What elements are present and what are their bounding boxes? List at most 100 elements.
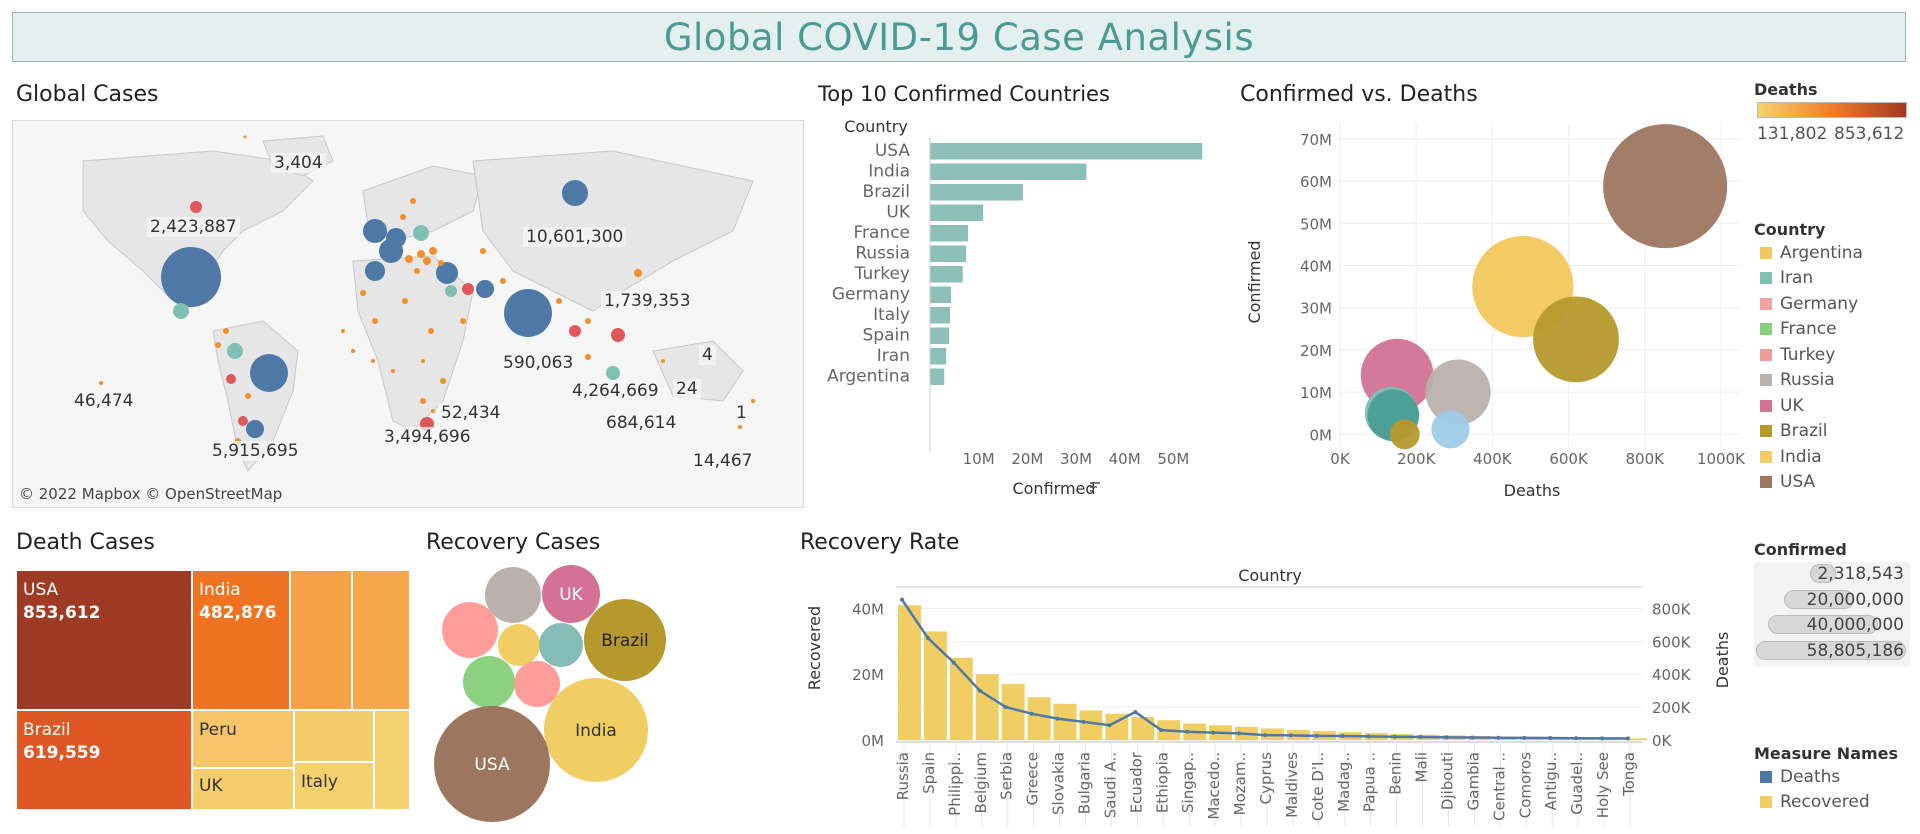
deaths-point[interactable] bbox=[1211, 730, 1216, 735]
deaths-point[interactable] bbox=[1133, 710, 1138, 715]
deaths-point[interactable] bbox=[1029, 711, 1034, 716]
recovered-bar[interactable] bbox=[1001, 684, 1025, 740]
treemap-tile-peru[interactable]: Peru bbox=[192, 710, 294, 768]
scatter-point[interactable] bbox=[1431, 410, 1470, 449]
top10-bar[interactable] bbox=[930, 348, 947, 365]
category-label: Central .. bbox=[1490, 752, 1508, 821]
deaths-point[interactable] bbox=[1418, 735, 1423, 740]
deaths-point[interactable] bbox=[1366, 734, 1371, 739]
deaths-point[interactable] bbox=[1548, 736, 1553, 741]
top10-bar[interactable] bbox=[930, 307, 951, 324]
top10-bars: USAIndiaBrazilUKFranceRussiaTurkeyGerman… bbox=[827, 141, 1203, 387]
deaths-point[interactable] bbox=[1392, 734, 1397, 739]
deaths-point[interactable] bbox=[1522, 735, 1527, 740]
top10-bar[interactable] bbox=[930, 143, 1203, 160]
recovery-cases-bubbles[interactable]: UK Brazil India USA bbox=[426, 560, 666, 830]
deaths-point[interactable] bbox=[1185, 729, 1190, 734]
global-cases-map[interactable]: 3,404 2,423,887 10,601,300 1,739,353 590… bbox=[12, 120, 804, 508]
recovered-bar[interactable] bbox=[1027, 697, 1051, 740]
category-label: Slovakia bbox=[1050, 752, 1068, 815]
deaths-point[interactable] bbox=[925, 636, 930, 641]
scatter-point[interactable] bbox=[1389, 419, 1420, 450]
country-legend-item[interactable]: Argentina bbox=[1760, 240, 1863, 266]
top10-bar[interactable] bbox=[930, 245, 967, 263]
deaths-point[interactable] bbox=[1288, 733, 1293, 738]
category-label: Ecuador bbox=[1127, 751, 1145, 813]
scatter-chart: 0M 10M 20M 30M 40M 50M 60M 70M 0K 200K 400K 600K 800… bbox=[1245, 122, 1746, 500]
country-legend-item[interactable]: Turkey bbox=[1760, 342, 1863, 368]
deaths-point[interactable] bbox=[1003, 705, 1008, 710]
scatter-point[interactable] bbox=[1425, 359, 1491, 425]
deaths-tick: 200K bbox=[1652, 699, 1692, 717]
recovered-bar[interactable] bbox=[1053, 703, 1077, 740]
deaths-point[interactable] bbox=[1263, 733, 1267, 738]
deaths-point[interactable] bbox=[1107, 723, 1112, 728]
recovered-bar[interactable] bbox=[1105, 713, 1129, 740]
treemap-tile-usa[interactable]: USA 853,612 bbox=[16, 570, 192, 710]
top10-bar[interactable] bbox=[930, 368, 945, 386]
deaths-point[interactable] bbox=[1626, 736, 1630, 741]
treemap-tile-italy[interactable]: Italy bbox=[294, 762, 374, 810]
top10-bar[interactable] bbox=[930, 266, 963, 283]
measure-legend-item[interactable]: Deaths bbox=[1760, 764, 1870, 790]
scatter-point[interactable] bbox=[1533, 296, 1619, 383]
deaths-point[interactable] bbox=[1314, 733, 1319, 738]
measure-legend-item[interactable]: Recovered bbox=[1760, 790, 1870, 816]
deaths-point[interactable] bbox=[1496, 735, 1501, 740]
deaths-point[interactable] bbox=[977, 688, 982, 693]
deaths-point[interactable] bbox=[951, 660, 956, 665]
recovered-bar[interactable] bbox=[1624, 738, 1647, 740]
deaths-point[interactable] bbox=[1574, 736, 1579, 741]
top10-bar[interactable] bbox=[930, 327, 950, 345]
country-legend-item[interactable]: Brazil bbox=[1760, 419, 1863, 445]
top10-bar[interactable] bbox=[930, 163, 1087, 181]
country-legend-item[interactable]: France bbox=[1760, 317, 1863, 343]
country-legend-item[interactable]: Russia bbox=[1760, 368, 1863, 394]
deaths-point[interactable] bbox=[1470, 735, 1475, 740]
deaths-line bbox=[900, 597, 1630, 741]
top10-bar[interactable] bbox=[930, 225, 969, 242]
deaths-point[interactable] bbox=[1340, 734, 1345, 739]
treemap-tile-1[interactable] bbox=[290, 570, 352, 710]
deaths-point[interactable] bbox=[1600, 736, 1605, 741]
top10-bar[interactable] bbox=[930, 204, 984, 222]
country-legend-item[interactable]: Iran bbox=[1760, 266, 1863, 292]
deaths-point[interactable] bbox=[1159, 728, 1164, 733]
country-legend-item[interactable]: USA bbox=[1760, 470, 1863, 496]
country-legend-item[interactable]: India bbox=[1760, 444, 1863, 470]
map-label-1: 3,404 bbox=[271, 153, 326, 173]
treemap-tile-india[interactable]: India 482,876 bbox=[192, 570, 290, 710]
recovery-rate-col-header: Country bbox=[1238, 566, 1302, 585]
country-legend-item[interactable]: UK bbox=[1760, 393, 1863, 419]
treemap-tile-brazil[interactable]: Brazil 619,559 bbox=[16, 710, 192, 810]
country-legend-item[interactable]: Germany bbox=[1760, 291, 1863, 317]
treemap-tile-uk[interactable]: UK bbox=[192, 768, 294, 810]
deaths-point[interactable] bbox=[900, 597, 904, 602]
deaths-point[interactable] bbox=[1444, 735, 1449, 740]
deaths-point[interactable] bbox=[1237, 731, 1242, 736]
recovered-bar[interactable] bbox=[898, 605, 921, 740]
top10-bar[interactable] bbox=[930, 286, 952, 304]
treemap-tile-3[interactable] bbox=[294, 710, 374, 762]
top10-x-ticks: 10M 20M 30M 40M 50M bbox=[929, 138, 1189, 468]
recovered-bar[interactable] bbox=[975, 674, 999, 740]
treemap-brazil-value: 619,559 bbox=[23, 742, 101, 763]
deaths-point[interactable] bbox=[1081, 719, 1086, 724]
treemap-tile-2[interactable] bbox=[352, 570, 410, 710]
recovered-bar[interactable] bbox=[923, 631, 947, 740]
measure-legend[interactable]: Deaths Recovered bbox=[1760, 764, 1870, 815]
country-legend[interactable]: Argentina Iran Germany France Turkey Russia UK… bbox=[1760, 240, 1863, 495]
death-cases-treemap[interactable]: USA 853,612 India 482,876 Brazil 619,559… bbox=[16, 570, 410, 810]
map-label-4: 1,739,353 bbox=[601, 291, 694, 311]
sort-descending-icon[interactable] bbox=[1090, 482, 1100, 492]
top10-category-label: Russia bbox=[855, 244, 910, 264]
recovered-bar[interactable] bbox=[1131, 716, 1155, 740]
top10-bar[interactable] bbox=[930, 184, 1024, 201]
treemap-tile-4[interactable] bbox=[374, 710, 410, 810]
scatter-point[interactable] bbox=[1603, 124, 1728, 249]
recovered-bar[interactable] bbox=[1079, 710, 1103, 740]
deaths-point[interactable] bbox=[1055, 716, 1060, 721]
deaths-tick: 600K bbox=[1652, 633, 1692, 651]
legend-swatch bbox=[1760, 323, 1772, 336]
scatter-x-tick: 800K bbox=[1626, 450, 1666, 468]
